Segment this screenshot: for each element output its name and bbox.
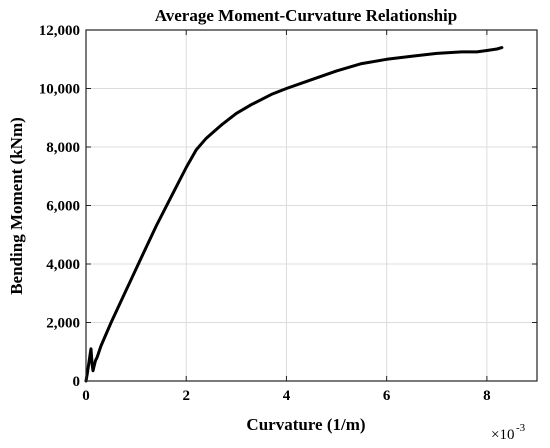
y-axis-label: Bending Moment (kNm) — [7, 117, 26, 295]
y-tick-label: 12,000 — [39, 23, 80, 39]
x-tick-label: 8 — [483, 388, 491, 404]
x-axis-exponent: ×10 -3 — [491, 422, 526, 443]
axis-ticks: 0 2 4 6 8 0 2,000 4,000 6,000 8,000 10,000 12,000 — [39, 23, 537, 404]
y-tick-label: 2,000 — [46, 316, 80, 332]
x-exponent-base: ×10 — [491, 427, 514, 443]
series-layer — [84, 46, 504, 383]
x-tick-label: 0 — [82, 388, 90, 404]
grid-lines — [85, 29, 537, 382]
x-tick-label: 4 — [283, 388, 291, 404]
x-tick-label: 6 — [383, 388, 391, 404]
y-tick-label: 0 — [73, 374, 81, 390]
x-exponent-power: -3 — [516, 422, 526, 434]
y-tick-label: 8,000 — [46, 140, 80, 156]
y-tick-label: 6,000 — [46, 199, 80, 215]
x-axis-label: Curvature (1/m) — [246, 415, 365, 434]
moment-curvature-line — [84, 46, 504, 383]
y-tick-label: 10,000 — [39, 82, 80, 98]
y-tick-label: 4,000 — [46, 257, 80, 273]
chart-title: Average Moment-Curvature Relationship — [155, 6, 458, 25]
x-tick-label: 2 — [182, 388, 190, 404]
